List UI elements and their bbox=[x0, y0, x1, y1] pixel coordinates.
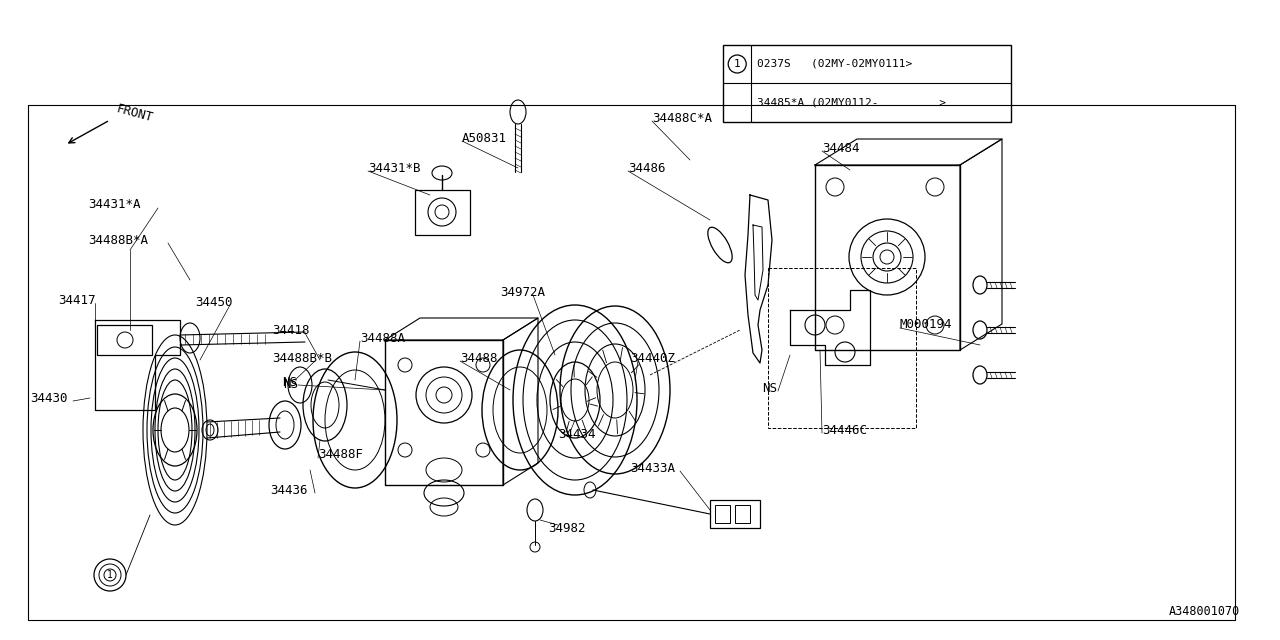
Text: 34431*A: 34431*A bbox=[88, 198, 141, 211]
Bar bbox=[415, 190, 470, 235]
Text: NS: NS bbox=[762, 381, 777, 394]
Text: 34484: 34484 bbox=[822, 141, 859, 154]
Text: 34417: 34417 bbox=[58, 294, 96, 307]
Bar bbox=[723, 45, 1011, 122]
Text: 34433A: 34433A bbox=[630, 461, 675, 474]
Bar bbox=[710, 500, 760, 528]
Text: 34972A: 34972A bbox=[500, 285, 545, 298]
Text: 34488F: 34488F bbox=[317, 449, 364, 461]
Text: NS: NS bbox=[282, 376, 297, 388]
Bar bbox=[735, 505, 750, 523]
Text: 1: 1 bbox=[733, 59, 741, 69]
Text: M000194: M000194 bbox=[900, 319, 952, 332]
Text: 34488B*A: 34488B*A bbox=[88, 234, 148, 246]
Text: 1: 1 bbox=[108, 570, 113, 580]
Text: 34418: 34418 bbox=[273, 323, 310, 337]
Text: 0237S   (02MY-02MY0111>: 0237S (02MY-02MY0111> bbox=[758, 59, 913, 69]
Bar bbox=[716, 505, 730, 523]
Text: 34431*B: 34431*B bbox=[369, 161, 421, 175]
Text: 34488: 34488 bbox=[460, 351, 498, 365]
Text: 34486: 34486 bbox=[628, 161, 666, 175]
Text: NS: NS bbox=[283, 378, 298, 392]
Text: 34434: 34434 bbox=[558, 429, 595, 442]
Text: FRONT: FRONT bbox=[115, 102, 155, 124]
Text: A50831: A50831 bbox=[462, 131, 507, 145]
Text: 34488A: 34488A bbox=[360, 332, 404, 344]
Text: 34450: 34450 bbox=[195, 296, 233, 308]
Text: 34440Z: 34440Z bbox=[630, 351, 675, 365]
Text: A348001070: A348001070 bbox=[1169, 605, 1240, 618]
Text: 34485*A (02MY0112-         >: 34485*A (02MY0112- > bbox=[758, 97, 946, 108]
Text: 34488C*A: 34488C*A bbox=[652, 111, 712, 125]
Bar bbox=[97, 325, 152, 355]
Text: 34488B*B: 34488B*B bbox=[273, 351, 332, 365]
Text: 34430: 34430 bbox=[29, 392, 68, 404]
Text: 34446C: 34446C bbox=[822, 424, 867, 436]
Text: 34436: 34436 bbox=[270, 483, 307, 497]
Text: 34982: 34982 bbox=[548, 522, 585, 534]
